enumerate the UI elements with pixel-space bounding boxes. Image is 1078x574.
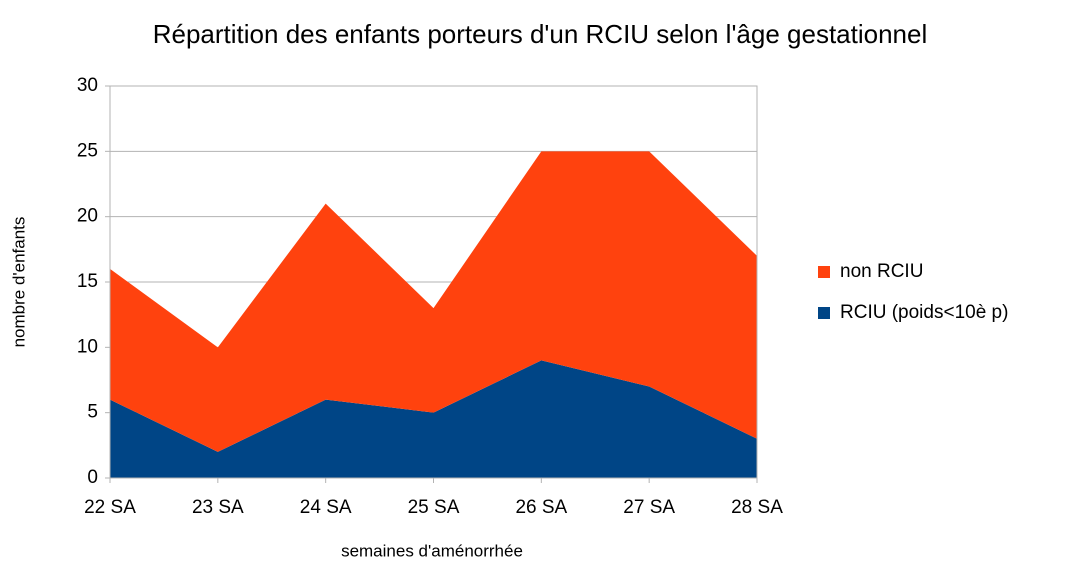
y-tick-label: 0 (87, 467, 98, 488)
legend-swatch (818, 266, 830, 278)
y-tick-label: 30 (77, 75, 98, 96)
y-tick-label: 20 (77, 206, 98, 227)
y-axis-label: nombre d'enfants (9, 217, 28, 348)
x-tick-label: 25 SA (408, 497, 460, 518)
area (110, 151, 757, 452)
x-tick-label: 24 SA (300, 497, 352, 518)
x-tick-label: 28 SA (731, 497, 783, 518)
x-tick-label: 22 SA (84, 497, 136, 518)
y-tick-label: 25 (77, 140, 98, 161)
chart-title: Répartition des enfants porteurs d'un RC… (153, 19, 928, 49)
x-tick-label: 26 SA (515, 497, 567, 518)
legend-swatch (818, 307, 830, 319)
y-tick-label: 5 (87, 402, 98, 423)
x-axis-label: semaines d'aménorrhée (341, 541, 523, 560)
x-tick-label: 23 SA (192, 497, 244, 518)
y-tick-label: 15 (77, 271, 98, 292)
area (110, 360, 757, 478)
legend-label: RCIU (poids<10è p) (840, 302, 1008, 323)
x-tick-label: 27 SA (623, 497, 675, 518)
legend-label: non RCIU (840, 261, 923, 282)
y-tick-label: 10 (77, 336, 98, 357)
